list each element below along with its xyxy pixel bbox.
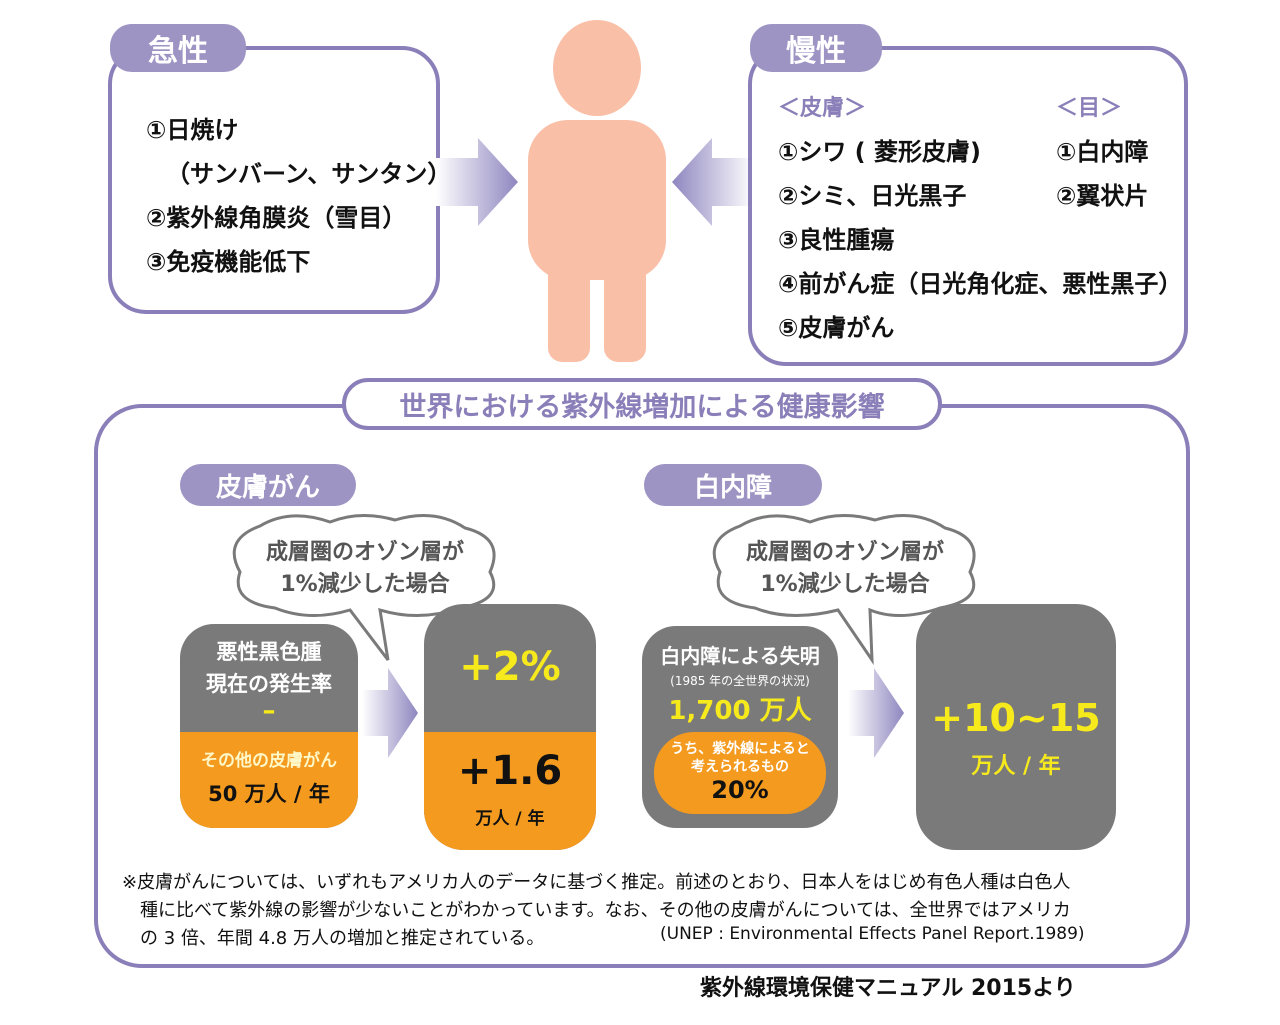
skin-other-label: その他の皮膚がん — [201, 751, 337, 771]
note-source: (UNEP : Environmental Effects Panel Repo… — [660, 924, 1085, 944]
skin-other-value: 50 万人 / 年 — [208, 782, 330, 806]
acute-item-1: ①日焼け — [146, 116, 239, 144]
skin-increase-melanoma: +2% — [459, 644, 561, 690]
cataract-current-title: 白内障による失明 — [660, 644, 820, 668]
cataract-current-sub: (1985 年の全世界の状況) — [670, 674, 810, 688]
note-line-1: ※皮膚がんについては、いずれもアメリカ人のデータに基づく推定。前述のとおり、日本… — [122, 872, 1071, 893]
cataract-increase-unit: 万人 / 年 — [971, 754, 1061, 779]
skin-current-line-2: 現在の発生率 — [206, 672, 332, 696]
arrow-left-icon — [672, 138, 754, 226]
skin-item-3: ③良性腫瘍 — [778, 226, 895, 254]
cataract-bubble-line-1: 成層圏のオゾン層が — [745, 540, 944, 565]
skin-current-card: 悪性黒色腫 現在の発生率 – その他の皮膚がん 50 万人 / 年 — [180, 624, 358, 828]
skin-item-5: ⑤皮膚がん — [778, 314, 895, 342]
global-title: 世界における紫外線増加による健康影響 — [342, 378, 942, 430]
speech-bubble-cataract — [712, 513, 976, 666]
skin-bubble-line-2: 1%減少した場合 — [280, 572, 450, 597]
skin-increase-card: +2% +1.6 万人 / 年 — [424, 604, 596, 850]
chronic-tab: 慢性 — [750, 24, 882, 72]
eye-item-2: ②翼状片 — [1056, 182, 1149, 210]
skin-current-line-1: 悪性黒色腫 — [216, 640, 322, 664]
skin-increase-other-value: +1.6 — [457, 748, 563, 794]
arrow-right-icon — [436, 138, 518, 226]
speech-bubble-skin — [232, 513, 496, 661]
cataract-uv-label-2: 考えられるもの — [691, 759, 789, 775]
cataract-increase-value: +10~15 — [931, 696, 1101, 740]
skin-item-4: ④前がん症（日光角化症、悪性黒子） — [778, 270, 1183, 298]
cataract-tab: 白内障 — [644, 464, 822, 506]
cataract-current-value: 1,700 万人 — [668, 696, 812, 726]
cataract-uv-value: 20% — [711, 776, 769, 804]
cataract-uv-label-1: うち、紫外線によると — [670, 741, 810, 757]
eye-header: ＜目＞ — [1056, 96, 1123, 121]
acute-item-2: ②紫外線角膜炎（雪目） — [146, 204, 407, 232]
person-icon — [528, 20, 666, 362]
cataract-increase-card: +10~15 万人 / 年 — [916, 604, 1116, 850]
skin-increase-other-unit: 万人 / 年 — [475, 809, 545, 829]
skin-item-2: ②シミ、日光黒子 — [778, 182, 967, 210]
note-line-2: 種に比べて紫外線の影響が少ないことがわかっています。なお、その他の皮膚がんについ… — [140, 900, 1071, 921]
acute-item-1-detail: （サンバーン、サンタン） — [166, 160, 452, 188]
acute-tab: 急性 — [110, 24, 246, 72]
acute-item-3: ③免疫機能低下 — [146, 248, 311, 276]
acute-box — [108, 46, 440, 314]
skin-other-area: その他の皮膚がん 50 万人 / 年 — [180, 732, 358, 828]
eye-item-1: ①白内障 — [1056, 138, 1149, 166]
note-line-3: の 3 倍、年間 4.8 万人の増加と推定されている。 — [140, 928, 545, 949]
skin-item-1: ①シワ ( 菱形皮膚) — [778, 138, 981, 166]
arrow-right-icon — [362, 668, 418, 758]
cataract-uv-pill: うち、紫外線によると 考えられるもの 20% — [654, 732, 826, 814]
global-title-text: 世界における紫外線増加による健康影響 — [399, 391, 885, 423]
skin-current-melanoma-value: – — [262, 696, 276, 726]
skin-header: ＜皮膚＞ — [778, 96, 867, 121]
arrow-right-icon — [848, 668, 904, 758]
skin-increase-other-area: +1.6 万人 / 年 — [424, 732, 596, 850]
chronic-box — [748, 46, 1188, 366]
cataract-current-card: 白内障による失明 (1985 年の全世界の状況) 1,700 万人 うち、紫外線… — [642, 626, 838, 828]
footer-credit: 紫外線環境保健マニュアル 2015より — [700, 976, 1076, 1001]
skin-cancer-tab: 皮膚がん — [180, 464, 356, 506]
skin-bubble-line-1: 成層圏のオゾン層が — [265, 540, 464, 565]
cataract-bubble-line-2: 1%減少した場合 — [760, 572, 930, 597]
